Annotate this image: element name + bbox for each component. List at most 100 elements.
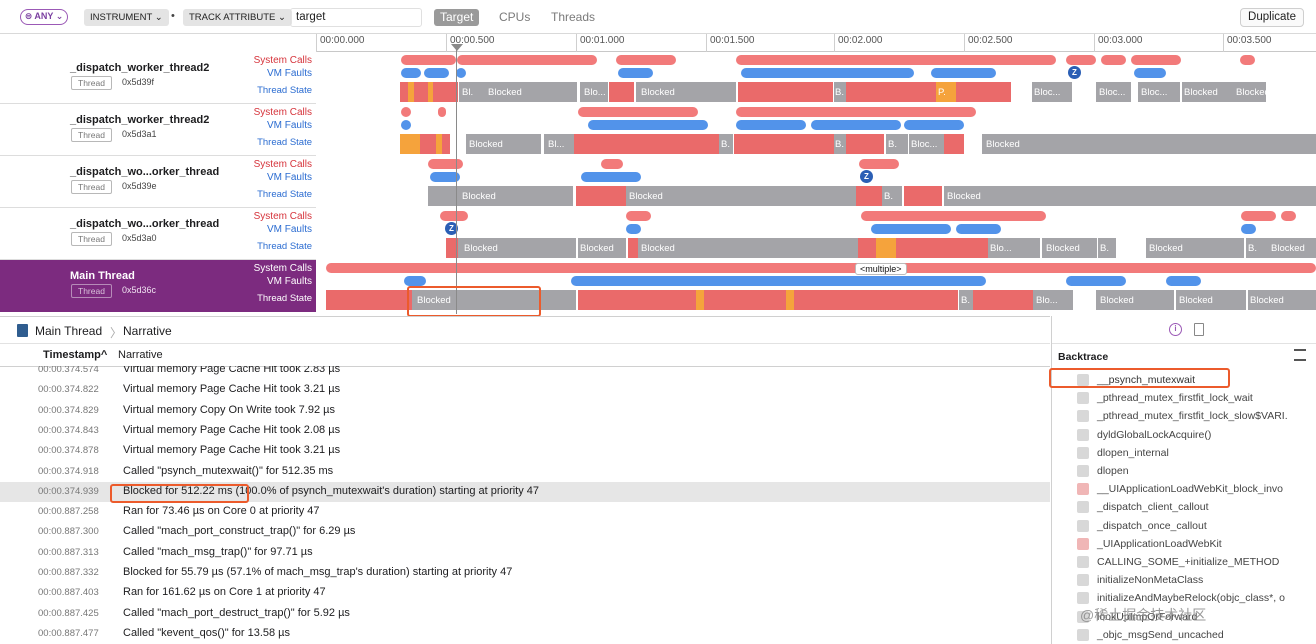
blocked-segment[interactable] bbox=[580, 82, 608, 102]
stack-frame[interactable]: dlopen_internal bbox=[1052, 444, 1316, 462]
blocked-segment[interactable] bbox=[988, 238, 1040, 258]
syscall-mark[interactable] bbox=[626, 211, 651, 221]
table-row[interactable]: 00:00.887.477 Called "kevent_qos()" for 1… bbox=[0, 624, 1050, 644]
syscall-mark[interactable] bbox=[861, 211, 1046, 221]
vm-fault-mark[interactable] bbox=[849, 68, 914, 78]
syscall-mark[interactable] bbox=[1131, 55, 1181, 65]
vm-fault-mark[interactable] bbox=[588, 120, 708, 130]
breadcrumb-narrative[interactable]: Narrative bbox=[123, 324, 172, 338]
syscall-mark[interactable] bbox=[401, 55, 456, 65]
stack-frame[interactable]: dyldGlobalLockAcquire() bbox=[1052, 426, 1316, 444]
vm-fault-mark[interactable] bbox=[1241, 224, 1256, 234]
table-row[interactable]: 00:00.887.403 Ran for 161.62 µs on Core 1… bbox=[0, 583, 1050, 603]
blocked-segment[interactable] bbox=[1146, 238, 1244, 258]
blocked-segment[interactable] bbox=[886, 134, 908, 154]
running-segment[interactable] bbox=[973, 290, 1033, 310]
multiple-callout[interactable]: <multiple> bbox=[855, 263, 907, 275]
vm-fault-mark[interactable] bbox=[404, 276, 426, 286]
blocked-segment[interactable] bbox=[1176, 290, 1246, 310]
table-row[interactable]: 00:00.374.574 Virtual memory Page Cache H… bbox=[0, 366, 1050, 380]
syscall-mark[interactable] bbox=[1066, 55, 1096, 65]
blocked-segment[interactable] bbox=[466, 134, 541, 154]
syscall-mark[interactable] bbox=[440, 211, 468, 221]
vm-fault-mark[interactable] bbox=[618, 68, 653, 78]
table-row[interactable]: 00:00.374.878 Virtual memory Page Cache H… bbox=[0, 441, 1050, 461]
syscall-mark[interactable] bbox=[616, 55, 676, 65]
scope-threads-tab[interactable]: Threads bbox=[551, 10, 596, 24]
table-row[interactable]: 00:00.887.313 Called "mach_msg_trap()" fo… bbox=[0, 543, 1050, 563]
document-icon[interactable] bbox=[1194, 323, 1204, 336]
time-ruler[interactable]: 00:00.000 00:00.500 00:01.000 00:01.500 … bbox=[316, 34, 1316, 52]
running-segment[interactable] bbox=[609, 82, 634, 102]
preempted-segment[interactable] bbox=[936, 82, 956, 102]
stack-frame[interactable]: lookUpImpOrForward bbox=[1052, 608, 1316, 626]
thread-group[interactable]: _dispatch_wo...orker_thread Thread 0x5d3… bbox=[0, 156, 1316, 208]
table-row-selected[interactable]: 00:00.374.939 Blocked for 512.22 ms (100.… bbox=[0, 481, 1050, 503]
vm-fault-mark[interactable] bbox=[401, 120, 411, 130]
thread-group[interactable]: _dispatch_worker_thread2 Thread 0x5d39f … bbox=[0, 52, 1316, 104]
stack-frame[interactable]: _dispatch_client_callout bbox=[1052, 498, 1316, 516]
blocked-segment[interactable] bbox=[1096, 82, 1131, 102]
stack-frame[interactable]: CALLING_SOME_+initialize_METHOD bbox=[1052, 553, 1316, 571]
blocked-segment[interactable] bbox=[1096, 290, 1174, 310]
blocked-segment[interactable] bbox=[458, 238, 576, 258]
syscall-mark[interactable] bbox=[401, 107, 411, 117]
collapse-icon[interactable] bbox=[1294, 349, 1306, 361]
syscall-mark[interactable] bbox=[1101, 55, 1126, 65]
running-segment[interactable] bbox=[576, 186, 626, 206]
syscall-mark[interactable] bbox=[326, 263, 1316, 273]
running-segment[interactable] bbox=[944, 134, 964, 154]
blocked-segment[interactable] bbox=[719, 134, 733, 154]
vm-fault-mark[interactable] bbox=[871, 224, 951, 234]
running-segment[interactable] bbox=[446, 238, 458, 258]
syscall-mark[interactable] bbox=[1240, 55, 1255, 65]
running-segment[interactable] bbox=[420, 134, 450, 154]
narrative-table[interactable]: 00:00.374.574 Virtual memory Page Cache H… bbox=[0, 366, 1050, 644]
table-row[interactable]: 00:00.887.258 Ran for 73.46 µs on Core 0 … bbox=[0, 502, 1050, 522]
blocked-segment[interactable] bbox=[1246, 238, 1316, 258]
running-segment[interactable] bbox=[738, 82, 833, 102]
filter-input[interactable] bbox=[290, 8, 422, 27]
vm-fault-mark[interactable] bbox=[1066, 276, 1126, 286]
vm-fault-mark[interactable] bbox=[456, 68, 466, 78]
column-narrative[interactable]: Narrative bbox=[118, 349, 163, 361]
playhead-knob[interactable] bbox=[451, 44, 463, 51]
running-segment[interactable] bbox=[326, 290, 412, 310]
table-row[interactable]: 00:00.374.829 Virtual memory Copy On Writ… bbox=[0, 401, 1050, 421]
blocked-segment[interactable] bbox=[1033, 290, 1073, 310]
thread-group[interactable]: _dispatch_wo...orker_thread Thread 0x5d3… bbox=[0, 208, 1316, 260]
syscall-mark[interactable] bbox=[428, 159, 463, 169]
thread-track[interactable]: Blocked B. Blo... Blocked Blocked Blocke… bbox=[316, 260, 1316, 312]
info-icon[interactable]: i bbox=[1169, 323, 1182, 336]
stack-frame[interactable]: initializeAndMaybeRelock(objc_class*, o bbox=[1052, 589, 1316, 607]
thread-group[interactable]: _dispatch_worker_thread2 Thread 0x5d3a1 … bbox=[0, 104, 1316, 156]
blocked-segment[interactable] bbox=[882, 186, 902, 206]
blocked-segment[interactable] bbox=[544, 134, 574, 154]
blocked-segment[interactable] bbox=[982, 134, 1316, 154]
table-row[interactable]: 00:00.887.332 Blocked for 55.79 µs (57.1%… bbox=[0, 563, 1050, 583]
syscall-mark[interactable] bbox=[736, 55, 1056, 65]
preempted-segment[interactable] bbox=[428, 82, 433, 102]
running-segment[interactable] bbox=[956, 82, 1011, 102]
blocked-segment[interactable] bbox=[458, 186, 573, 206]
table-row[interactable]: 00:00.374.843 Virtual memory Page Cache H… bbox=[0, 421, 1050, 441]
track-attribute-token[interactable]: TRACK ATTRIBUTE ⌄ bbox=[183, 9, 292, 26]
blocked-segment[interactable] bbox=[428, 186, 458, 206]
thread-track[interactable]: Z Blocked Blocked Blocked Blo... Blocked… bbox=[316, 208, 1316, 260]
blocked-segment[interactable] bbox=[959, 290, 973, 310]
syscall-mark[interactable] bbox=[859, 159, 899, 169]
zombie-badge[interactable]: Z bbox=[1068, 66, 1081, 79]
blocked-segment[interactable] bbox=[638, 238, 858, 258]
main-thread-group[interactable]: Main Thread Thread 0x5d36c System Calls … bbox=[0, 260, 1316, 312]
vm-fault-mark[interactable] bbox=[424, 68, 449, 78]
stack-frame[interactable]: _dispatch_once_callout bbox=[1052, 517, 1316, 535]
syscall-mark[interactable] bbox=[736, 107, 976, 117]
instrument-token[interactable]: INSTRUMENT ⌄ bbox=[84, 9, 169, 26]
blocked-segment[interactable] bbox=[1042, 238, 1097, 258]
vm-fault-mark[interactable] bbox=[811, 120, 901, 130]
column-timestamp[interactable]: Timestamp^ bbox=[43, 349, 108, 361]
vm-fault-mark[interactable] bbox=[736, 120, 806, 130]
running-segment[interactable] bbox=[904, 186, 942, 206]
vm-fault-mark[interactable] bbox=[626, 224, 641, 234]
vm-fault-mark[interactable] bbox=[430, 172, 460, 182]
